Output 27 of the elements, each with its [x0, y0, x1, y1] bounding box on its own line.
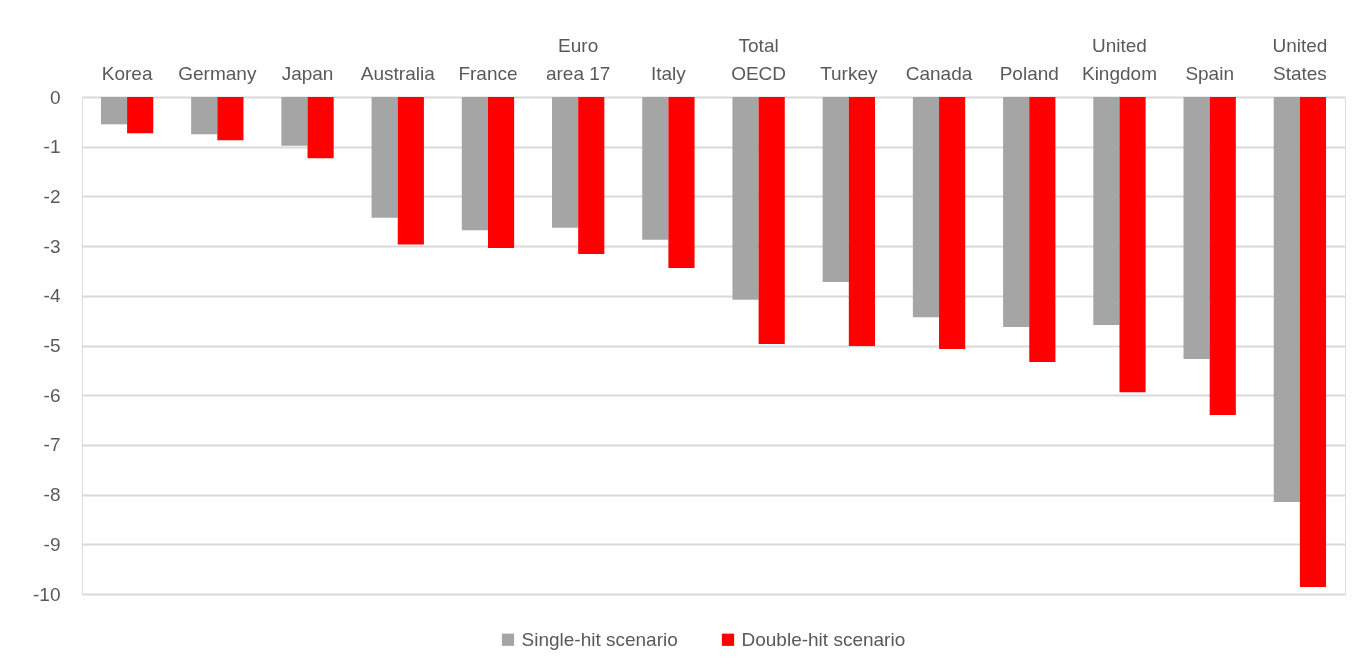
- y-tick-label: -9: [43, 533, 61, 555]
- x-tick-label: Spain: [1185, 62, 1234, 84]
- x-tick-label: United Kingdom: [1081, 34, 1157, 84]
- y-tick-label: -3: [43, 235, 61, 257]
- x-tick-label: Italy: [650, 62, 687, 84]
- y-tick-label: -1: [43, 136, 61, 158]
- y-tick-label: 0: [49, 86, 61, 108]
- x-tick-label: Euro area 17: [545, 34, 611, 84]
- x-tick-label: Korea: [101, 62, 153, 84]
- x-tick-label: Japan: [281, 62, 334, 84]
- y-tick-label: -6: [43, 384, 61, 406]
- legend-label: Single-hit scenario: [521, 628, 678, 650]
- x-tick-label: Germany: [178, 62, 257, 84]
- x-tick-label: United States: [1272, 34, 1328, 84]
- legend-label: Double-hit scenario: [741, 628, 906, 650]
- x-tick-label: Total OECD: [731, 34, 787, 84]
- x-tick-label: France: [458, 62, 518, 84]
- x-tick-label: Poland: [999, 62, 1059, 84]
- x-tick-label: Turkey: [820, 62, 878, 84]
- y-tick-label: -5: [43, 335, 61, 356]
- y-tick-label: -2: [43, 185, 61, 207]
- y-tick-label: -8: [43, 484, 61, 506]
- x-tick-label: Canada: [905, 62, 973, 84]
- y-tick-label: -10: [33, 583, 61, 605]
- y-tick-label: -7: [43, 434, 61, 456]
- x-tick-label: Australia: [360, 62, 436, 84]
- y-tick-label: -4: [43, 285, 61, 307]
